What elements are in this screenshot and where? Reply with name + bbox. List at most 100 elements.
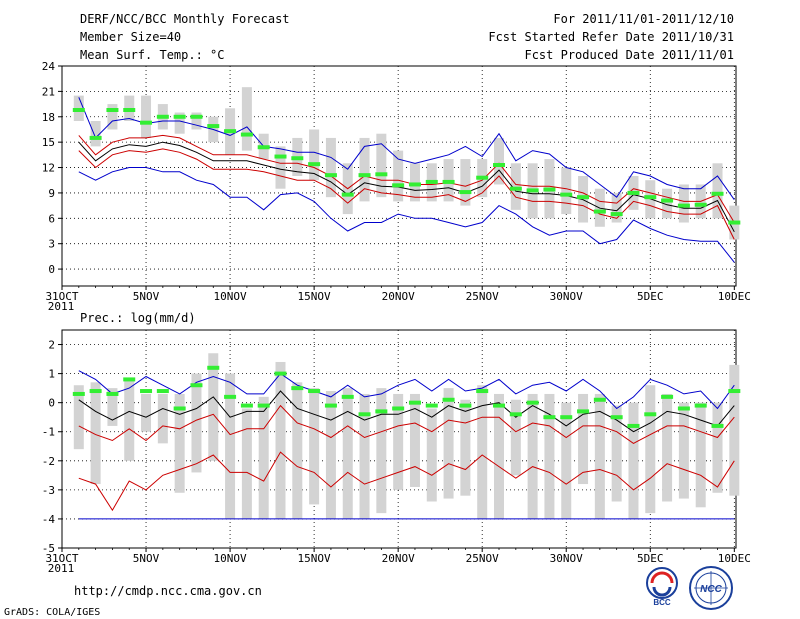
x-tick-label: 20NOV bbox=[382, 290, 415, 303]
spread-box bbox=[325, 137, 336, 198]
y-tick-label: -4 bbox=[42, 513, 56, 526]
obs-marker bbox=[408, 400, 421, 405]
obs-marker bbox=[593, 209, 606, 214]
obs-marker bbox=[526, 400, 539, 405]
obs-marker bbox=[190, 114, 203, 119]
obs-marker bbox=[207, 124, 220, 129]
spread-box bbox=[695, 402, 706, 508]
y-tick-label: 0 bbox=[48, 263, 55, 276]
obs-marker bbox=[308, 162, 321, 167]
obs-marker bbox=[308, 389, 321, 394]
obs-marker bbox=[224, 129, 237, 134]
forecast-period-label: For 2011/11/01-2011/12/10 bbox=[553, 12, 734, 26]
obs-marker bbox=[610, 212, 623, 217]
obs-marker bbox=[442, 179, 455, 184]
obs-marker bbox=[140, 389, 153, 394]
obs-marker bbox=[560, 415, 573, 420]
spread-box bbox=[460, 399, 471, 496]
obs-marker bbox=[425, 179, 438, 184]
source-url[interactable]: http://cmdp.ncc.cma.gov.cn bbox=[74, 584, 262, 598]
chart-title-left: DERF/NCC/BCC Monthly Forecast bbox=[80, 12, 290, 26]
spread-box bbox=[594, 393, 605, 519]
obs-marker bbox=[560, 192, 573, 197]
obs-marker bbox=[341, 192, 354, 197]
obs-marker bbox=[156, 114, 169, 119]
x-tick-label: 25NOV bbox=[466, 290, 499, 303]
spread-box bbox=[174, 393, 185, 493]
obs-marker bbox=[358, 173, 371, 178]
spread-box bbox=[90, 121, 101, 147]
spread-box bbox=[662, 188, 673, 219]
y-tick-label: -1 bbox=[42, 426, 55, 439]
spread-box bbox=[73, 385, 84, 450]
series-line bbox=[78, 97, 735, 200]
y-tick-label: 15 bbox=[42, 136, 55, 149]
spread-box bbox=[141, 393, 152, 432]
obs-marker bbox=[291, 386, 304, 391]
obs-marker bbox=[593, 397, 606, 402]
spread-box bbox=[359, 137, 370, 202]
obs-marker bbox=[543, 415, 556, 420]
obs-marker bbox=[493, 163, 506, 167]
spread-box bbox=[510, 399, 521, 476]
obs-marker bbox=[240, 132, 253, 137]
obs-marker bbox=[509, 186, 522, 191]
series-line bbox=[78, 370, 735, 410]
obs-marker bbox=[173, 406, 186, 411]
spread-box bbox=[544, 393, 555, 519]
obs-marker bbox=[375, 172, 388, 177]
obs-marker bbox=[644, 412, 657, 417]
obs-marker bbox=[476, 389, 489, 394]
obs-marker bbox=[577, 195, 590, 200]
y-tick-label: 21 bbox=[42, 85, 55, 98]
obs-marker bbox=[140, 120, 153, 125]
x-tick-label: 10DEC bbox=[718, 290, 751, 303]
x-tick-label: 10NOV bbox=[214, 552, 247, 565]
obs-marker bbox=[694, 403, 707, 408]
bcc-logo: BCC bbox=[646, 567, 678, 607]
y-tick-label: -3 bbox=[42, 484, 55, 497]
obs-marker bbox=[493, 403, 506, 408]
spread-box bbox=[107, 104, 118, 130]
spread-box bbox=[393, 150, 404, 202]
obs-marker bbox=[694, 202, 707, 207]
obs-marker bbox=[274, 371, 287, 376]
obs-marker bbox=[106, 391, 119, 396]
spread-box bbox=[157, 393, 168, 444]
obs-marker bbox=[190, 383, 203, 388]
obs-marker bbox=[677, 203, 690, 208]
spread-box bbox=[141, 95, 152, 138]
grads-credit: GrADS: COLA/IGES bbox=[4, 607, 101, 618]
y-tick-label: 9 bbox=[48, 187, 55, 200]
x-tick-label: 31OCT bbox=[45, 290, 78, 303]
spread-box bbox=[729, 364, 740, 496]
obs-marker bbox=[408, 182, 421, 187]
y-tick-label: -5 bbox=[42, 542, 55, 555]
spread-box bbox=[662, 393, 673, 502]
spread-box bbox=[678, 184, 689, 223]
obs-marker bbox=[392, 183, 405, 188]
y-tick-label: -2 bbox=[42, 455, 55, 468]
obs-marker bbox=[459, 403, 472, 408]
y-tick-label: 0 bbox=[48, 397, 55, 410]
spread-box bbox=[494, 137, 505, 185]
obs-marker bbox=[543, 187, 556, 192]
spread-box bbox=[561, 402, 572, 519]
obs-marker bbox=[123, 108, 136, 112]
spread-box bbox=[174, 112, 185, 134]
obs-marker bbox=[207, 365, 220, 370]
obs-marker bbox=[123, 377, 136, 382]
x-tick-label: 30NOV bbox=[550, 290, 583, 303]
obs-marker bbox=[459, 190, 472, 195]
obs-marker bbox=[257, 145, 270, 150]
obs-marker bbox=[72, 391, 85, 396]
obs-marker bbox=[476, 175, 489, 180]
spread-box bbox=[510, 163, 521, 210]
spread-box bbox=[460, 159, 471, 206]
spread-box bbox=[309, 129, 320, 181]
ncc-logo: NCC bbox=[689, 566, 733, 610]
spread-box bbox=[376, 133, 387, 198]
spread-box bbox=[275, 146, 286, 189]
spread-box bbox=[342, 388, 353, 519]
